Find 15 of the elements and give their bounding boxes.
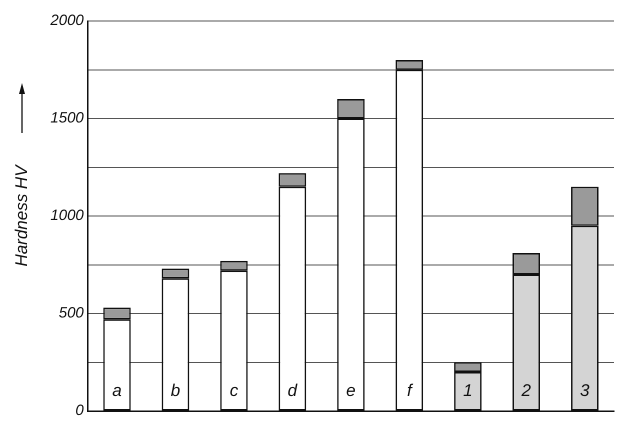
y-tick-label: 1000 (50, 207, 84, 224)
x-tick-label: d (288, 380, 298, 400)
x-tick-label: b (170, 380, 180, 400)
x-tick-label: c (230, 380, 239, 400)
y-tick-label: 500 (58, 304, 84, 322)
x-tick-label: 1 (463, 380, 473, 400)
x-tick-label: e (346, 380, 356, 400)
x-tick-label: 2 (520, 380, 532, 400)
y-tick-label: 1500 (50, 110, 84, 127)
y-tick-label: 2000 (49, 12, 84, 30)
x-tick-label: f (406, 380, 414, 400)
y-tick-label: 0 (75, 402, 84, 420)
x-tick-label: a (112, 380, 122, 400)
y-axis-title: Hardness HV (12, 164, 31, 267)
x-tick-label: 3 (580, 380, 590, 400)
